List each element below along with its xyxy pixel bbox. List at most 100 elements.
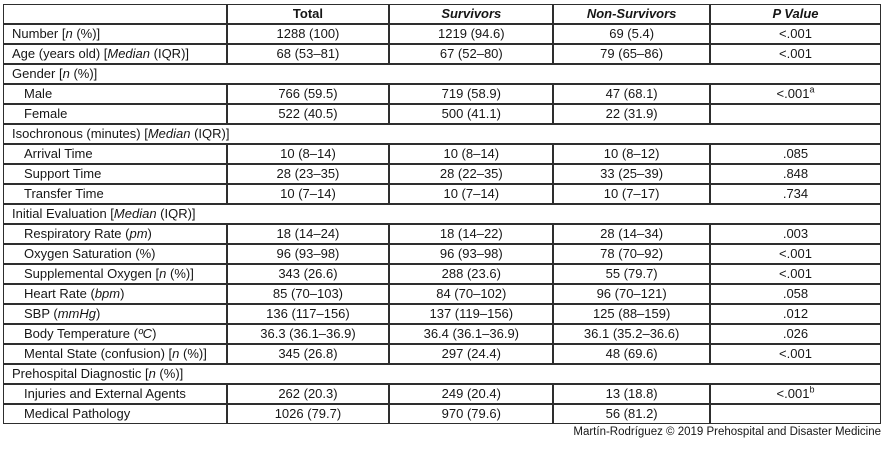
row-label: Heart Rate (bpm)	[3, 284, 227, 304]
table-row: SBP (mmHg) 136 (117–156) 137 (119–156) 125 …	[3, 304, 881, 324]
p-value-cell: .003	[710, 224, 881, 244]
table-row: Medical Pathology 1026 (79.7) 970 (79.6) 56…	[3, 404, 881, 424]
survivors-cell: 970 (79.6)	[389, 404, 554, 424]
non-survivors-cell: 36.1 (35.2–36.6)	[553, 324, 711, 344]
survivors-cell: 1219 (94.6)	[389, 24, 554, 44]
table-row: Transfer Time 10 (7–14) 10 (7–14) 10 (7–17)…	[3, 184, 881, 204]
survivors-cell: 719 (58.9)	[389, 84, 554, 104]
total-cell: 522 (40.5)	[226, 104, 390, 124]
p-value-cell: .848	[710, 164, 881, 184]
p-value-cell: <.001	[710, 244, 881, 264]
survivors-cell: 28 (22–35)	[389, 164, 554, 184]
non-survivors-cell: 96 (70–121)	[553, 284, 711, 304]
section-row: Prehospital Diagnostic [n (%)]	[3, 364, 881, 384]
total-cell: 136 (117–156)	[226, 304, 390, 324]
table-row: Heart Rate (bpm) 85 (70–103) 84 (70–102) 96…	[3, 284, 881, 304]
row-label: Mental State (confusion) [n (%)]	[3, 344, 227, 364]
total-cell: 18 (14–24)	[226, 224, 390, 244]
survivors-cell: 249 (20.4)	[389, 384, 554, 404]
survivors-cell: 96 (93–98)	[389, 244, 554, 264]
row-label: Transfer Time	[3, 184, 227, 204]
survivors-cell: 67 (52–80)	[389, 44, 554, 64]
survivors-cell: 297 (24.4)	[389, 344, 554, 364]
row-label: Female	[3, 104, 227, 124]
total-cell: 1288 (100)	[226, 24, 390, 44]
non-survivors-cell: 48 (69.6)	[553, 344, 711, 364]
survivors-cell: 500 (41.1)	[389, 104, 554, 124]
section-row: Gender [n (%)]	[3, 64, 881, 84]
row-label: Gender [n (%)]	[3, 64, 881, 84]
p-value-cell: <.001	[710, 24, 881, 44]
clinical-characteristics-table: Total Survivors Non-Survivors P Value Numbe…	[3, 4, 881, 424]
row-label: Male	[3, 84, 227, 104]
section-row: Initial Evaluation [Median (IQR)]	[3, 204, 881, 224]
table-row: Supplemental Oxygen [n (%)] 343 (26.6) 288…	[3, 264, 881, 284]
p-value-footnote-marker: a	[809, 84, 815, 95]
row-label: Supplemental Oxygen [n (%)]	[3, 264, 227, 284]
row-label: Isochronous (minutes) [Median (IQR)]	[3, 124, 881, 144]
p-value-cell: <.001a	[710, 84, 881, 104]
table-row: Body Temperature (ºC) 36.3 (36.1–36.9) 36.…	[3, 324, 881, 344]
row-label: Respiratory Rate (pm)	[3, 224, 227, 244]
total-cell: 36.3 (36.1–36.9)	[226, 324, 390, 344]
row-label: Age (years old) [Median (IQR)]	[3, 44, 227, 64]
column-header-label	[3, 4, 227, 24]
total-cell: 10 (8–14)	[226, 144, 390, 164]
total-cell: 85 (70–103)	[226, 284, 390, 304]
non-survivors-cell: 125 (88–159)	[553, 304, 711, 324]
p-value-cell: .734	[710, 184, 881, 204]
total-cell: 1026 (79.7)	[226, 404, 390, 424]
non-survivors-cell: 56 (81.2)	[553, 404, 711, 424]
table-row: Number [n (%)] 1288 (100) 1219 (94.6) 69 (5…	[3, 24, 881, 44]
total-cell: 10 (7–14)	[226, 184, 390, 204]
total-cell: 345 (26.8)	[226, 344, 390, 364]
p-value-cell: .026	[710, 324, 881, 344]
survivors-cell: 288 (23.6)	[389, 264, 554, 284]
p-value-cell: <.001b	[710, 384, 881, 404]
total-cell: 68 (53–81)	[226, 44, 390, 64]
row-label: Arrival Time	[3, 144, 227, 164]
row-label: Injuries and External Agents	[3, 384, 227, 404]
total-cell: 766 (59.5)	[226, 84, 390, 104]
table-row: Support Time 28 (23–35) 28 (22–35) 33 (25–3…	[3, 164, 881, 184]
table-row: Male 766 (59.5) 719 (58.9) 47 (68.1) <.001a	[3, 84, 881, 104]
table-row: Arrival Time 10 (8–14) 10 (8–14) 10 (8–12).…	[3, 144, 881, 164]
non-survivors-cell: 47 (68.1)	[553, 84, 711, 104]
row-label: Medical Pathology	[3, 404, 227, 424]
non-survivors-cell: 78 (70–92)	[553, 244, 711, 264]
p-value-cell: <.001	[710, 264, 881, 284]
non-survivors-cell: 55 (79.7)	[553, 264, 711, 284]
non-survivors-cell: 69 (5.4)	[553, 24, 711, 44]
column-header-non_survivors: Non-Survivors	[553, 4, 711, 24]
p-value-cell	[710, 104, 881, 124]
row-label: Oxygen Saturation (%)	[3, 244, 227, 264]
p-value-cell	[710, 404, 881, 424]
row-label: Number [n (%)]	[3, 24, 227, 44]
row-label: Support Time	[3, 164, 227, 184]
table-row: Oxygen Saturation (%) 96 (93–98) 96 (93–98…	[3, 244, 881, 264]
non-survivors-cell: 13 (18.8)	[553, 384, 711, 404]
non-survivors-cell: 10 (7–17)	[553, 184, 711, 204]
p-value-cell: <.001	[710, 344, 881, 364]
survivors-cell: 36.4 (36.1–36.9)	[389, 324, 554, 344]
total-cell: 96 (93–98)	[226, 244, 390, 264]
footer-credit: Martín-Rodríguez © 2019 Prehospital and …	[573, 426, 881, 438]
survivors-cell: 10 (8–14)	[389, 144, 554, 164]
survivors-cell: 137 (119–156)	[389, 304, 554, 324]
total-cell: 28 (23–35)	[226, 164, 390, 184]
table-row: Respiratory Rate (pm) 18 (14–24) 18 (14–22…	[3, 224, 881, 244]
table-row: Age (years old) [Median (IQR)] 68 (53–81)…	[3, 44, 881, 64]
p-value-footnote-marker: b	[809, 384, 815, 395]
section-row: Isochronous (minutes) [Median (IQR)]	[3, 124, 881, 144]
survivors-cell: 84 (70–102)	[389, 284, 554, 304]
column-header-survivors: Survivors	[389, 4, 554, 24]
row-label: Prehospital Diagnostic [n (%)]	[3, 364, 881, 384]
non-survivors-cell: 10 (8–12)	[553, 144, 711, 164]
total-cell: 262 (20.3)	[226, 384, 390, 404]
table-row: Mental State (confusion) [n (%)] 345 (26.…	[3, 344, 881, 364]
p-value-cell: .085	[710, 144, 881, 164]
non-survivors-cell: 33 (25–39)	[553, 164, 711, 184]
table-row: Injuries and External Agents 262 (20.3) 24…	[3, 384, 881, 404]
non-survivors-cell: 28 (14–34)	[553, 224, 711, 244]
